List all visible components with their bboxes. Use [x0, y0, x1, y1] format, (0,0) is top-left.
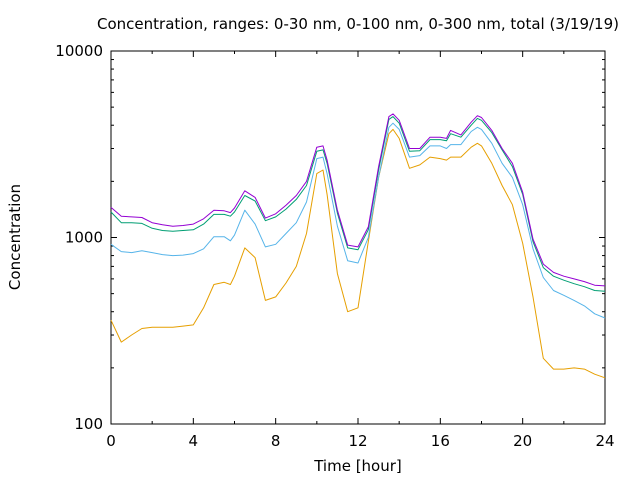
series-line-total	[110, 113, 606, 287]
x-tick-label: 0	[106, 432, 116, 450]
x-tick-label: 24	[595, 432, 614, 450]
series-line-0-100nm	[110, 122, 606, 319]
plot-frame	[110, 50, 606, 425]
x-tick-label: 12	[348, 432, 367, 450]
x-axis-label: Time [hour]	[313, 457, 402, 475]
series-line-0-300nm	[110, 116, 606, 292]
y-tick-label: 10000	[55, 42, 103, 60]
y-tick-label: 100	[74, 415, 103, 433]
series-line-0-30nm	[110, 128, 606, 379]
x-tick-label: 4	[189, 432, 199, 450]
y-tick-label: 1000	[65, 229, 103, 247]
y-axis-ticks: 100 1000 10000	[55, 42, 605, 433]
series-group	[110, 113, 606, 379]
x-tick-label: 8	[271, 432, 281, 450]
y-axis-label: Concentration	[6, 184, 24, 290]
x-tick-label: 20	[513, 432, 532, 450]
chart-title: Concentration, ranges: 0-30 nm, 0-100 nm…	[97, 15, 619, 33]
x-axis-ticks: 0 4 8 12 16 20 24	[106, 51, 615, 450]
x-tick-label: 16	[431, 432, 450, 450]
